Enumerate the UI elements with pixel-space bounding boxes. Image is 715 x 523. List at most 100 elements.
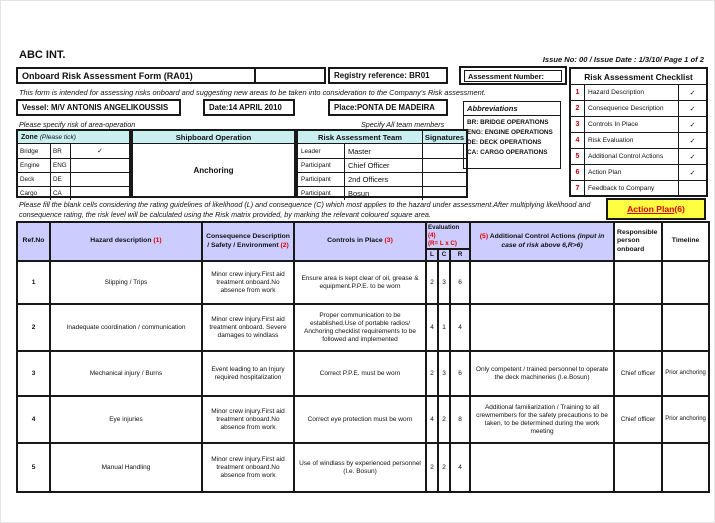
risk-table: Ref.No Hazard description (1) Consequenc… xyxy=(16,220,711,494)
cell-likelihood: 4 xyxy=(425,303,439,353)
team-role: Participant xyxy=(298,187,345,200)
cell-consequence-score: 1 xyxy=(437,303,451,353)
team-member-name: Bosun xyxy=(345,187,423,200)
checklist-row-number: 6 xyxy=(571,165,585,180)
cell-risk-score: 4 xyxy=(448,442,472,494)
col-header-consequence-text: Consequence Description / Safety / Envir… xyxy=(206,233,290,249)
cell-consequence: Minor crew injury.First aid treatment on… xyxy=(201,442,295,494)
col-header-risk-score: R xyxy=(448,248,472,263)
cell-ref: 4 xyxy=(16,395,51,445)
team-header: Risk Assessment Team xyxy=(298,131,423,143)
cell-responsible[interactable] xyxy=(613,303,664,353)
col-header-refno: Ref.No xyxy=(16,220,51,263)
checklist-tick-cell[interactable]: ✓ xyxy=(689,121,696,129)
cell-responsible[interactable]: Chief officer xyxy=(613,350,664,398)
signature-cell[interactable] xyxy=(423,159,466,172)
registry-reference: Registry reference: BR01 xyxy=(328,67,448,84)
checklist-tick-cell[interactable]: ✓ xyxy=(689,105,696,113)
team-role: Leader xyxy=(298,144,345,158)
checklist-tick-cell[interactable]: ✓ xyxy=(689,137,696,145)
cell-responsible[interactable] xyxy=(613,442,664,494)
zone-row: Cargo CA xyxy=(18,186,129,200)
zone-tick-cell[interactable] xyxy=(71,187,129,200)
title-box-divider xyxy=(254,69,256,82)
shipboard-operation-box: Shipboard Operation Anchoring xyxy=(131,129,296,198)
signature-cell[interactable] xyxy=(423,187,466,200)
checklist-tick-cell[interactable]: ✓ xyxy=(689,169,696,177)
zone-label: Deck xyxy=(18,173,51,186)
cell-likelihood: 2 xyxy=(425,350,439,398)
col-header-timeline: Timeline xyxy=(661,220,711,263)
checklist-tick-cell[interactable]: ✓ xyxy=(689,89,696,97)
cell-responsible[interactable]: Chief officer xyxy=(613,395,664,445)
cell-timeline[interactable] xyxy=(661,260,711,306)
checklist-tick-cell[interactable]: ✓ xyxy=(689,153,696,161)
form-title: Onboard Risk Assessment Form (RA01) xyxy=(22,71,193,81)
checklist-row-label: Action Plan xyxy=(585,165,679,180)
cell-consequence: Minor crew injury.First aid treatment on… xyxy=(201,260,295,306)
signature-cell[interactable] xyxy=(423,173,466,186)
checklist-row: 4 Risk Evaluation ✓ xyxy=(571,132,706,148)
cell-ref: 3 xyxy=(16,350,51,398)
cell-likelihood: 4 xyxy=(425,395,439,445)
zone-code: DE xyxy=(51,173,71,186)
zone-tick-cell[interactable] xyxy=(71,159,129,172)
checklist-row-label: Risk Evaluation xyxy=(585,133,679,148)
zone-row: Engine ENG xyxy=(18,158,129,172)
cell-additional[interactable] xyxy=(469,442,616,494)
risk-row: 5 Manual Handling Minor crew injury.Firs… xyxy=(16,442,711,494)
team-table: Risk Assessment Team Signatures Leader M… xyxy=(296,129,468,200)
team-row: Participant Bosun xyxy=(298,186,466,200)
form-title-box: Onboard Risk Assessment Form (RA01) xyxy=(16,67,326,84)
zone-tick-cell[interactable] xyxy=(71,173,129,186)
col-header-additional-ref: (5) xyxy=(479,233,489,241)
shipboard-operation-header: Shipboard Operation xyxy=(133,131,294,144)
checklist-tick-cell[interactable] xyxy=(679,181,706,196)
col-header-controls-ref: (3) xyxy=(384,237,393,245)
cell-additional[interactable]: Additional familiarization / Training to… xyxy=(469,395,616,445)
cell-additional[interactable] xyxy=(469,303,616,353)
cell-responsible[interactable] xyxy=(613,260,664,306)
team-role: Participant xyxy=(298,159,345,172)
zone-label: Engine xyxy=(18,159,51,172)
col-header-hazard: Hazard description (1) xyxy=(49,220,203,263)
place-field: Place:PONTA DE MADEIRA xyxy=(328,99,448,116)
col-header-consequence-ref: (2) xyxy=(280,241,289,249)
cell-consequence-score: 3 xyxy=(437,350,451,398)
cell-timeline[interactable] xyxy=(661,303,711,353)
cell-timeline[interactable]: Prior anchoring xyxy=(661,350,711,398)
checklist-row-number: 3 xyxy=(571,117,585,132)
assessment-number-field[interactable]: Assessment Number: xyxy=(464,70,562,82)
cell-hazard: Mechanical injury / Burns xyxy=(49,350,203,398)
action-plan-badge: Action Plan (6) xyxy=(606,198,706,220)
cell-consequence-score: 2 xyxy=(437,442,451,494)
signatures-header: Signatures xyxy=(423,131,466,143)
col-header-controls: Controls in Place (3) xyxy=(293,220,427,263)
vessel-field: Vessel: M/V ANTONIS ANGELIKOUSSIS xyxy=(16,99,181,116)
zone-tick-cell[interactable]: ✓ xyxy=(97,148,103,155)
cell-timeline[interactable] xyxy=(661,442,711,494)
cell-additional[interactable] xyxy=(469,260,616,306)
checklist-row-label: Feedback to Company xyxy=(585,181,679,196)
col-header-evaluation-formula: (R= L x C) xyxy=(428,239,457,247)
cell-additional[interactable]: Only competent / trained personnel to op… xyxy=(469,350,616,398)
rating-instruction-text: Please fill the blank cells considering … xyxy=(19,200,591,220)
abbreviation-item: DE: DECK OPERATIONS xyxy=(467,139,542,146)
checklist-row: 1 Hazard Description ✓ xyxy=(571,84,706,100)
checklist-row-number: 1 xyxy=(571,85,585,100)
col-header-hazard-text: Hazard description xyxy=(90,237,152,245)
col-header-consequence-score: C xyxy=(437,248,451,263)
cell-risk-score: 4 xyxy=(448,303,472,353)
specify-risk-note: Please specify risk of area-operation xyxy=(19,120,136,129)
signature-cell[interactable] xyxy=(423,144,466,158)
zone-header-note: (Please tick) xyxy=(39,133,76,141)
team-member-name: Chief Officer xyxy=(345,159,423,172)
company-title: ABC INT. xyxy=(19,49,66,61)
zone-label: Cargo xyxy=(18,187,51,200)
zone-code: CA xyxy=(51,187,71,200)
cell-timeline[interactable]: Prior anchoring xyxy=(661,395,711,445)
checklist-row-label: Consequence Description xyxy=(585,101,679,116)
cell-controls: Proper communication to be established.U… xyxy=(293,303,427,353)
zone-row: Bridge BR ✓ xyxy=(18,144,129,158)
